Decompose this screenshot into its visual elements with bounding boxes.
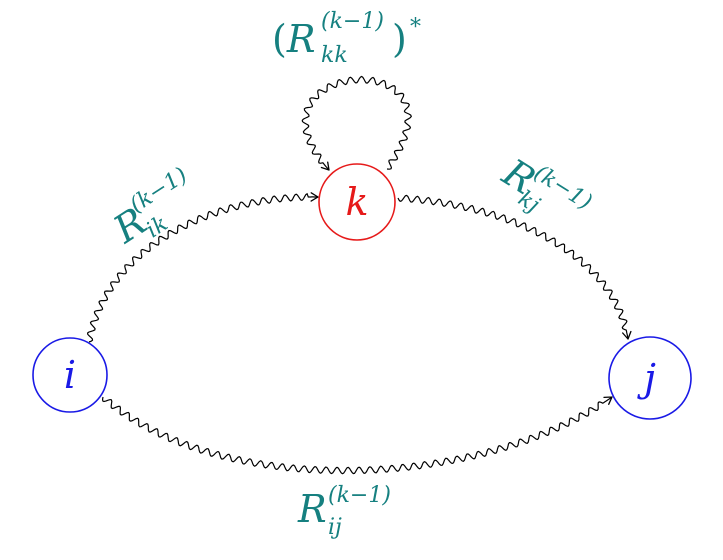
edge-i-to-j <box>101 396 613 475</box>
label-edge-i-to-k: R(k−1)ik <box>103 163 208 258</box>
node-i-circle <box>32 337 108 413</box>
label-edge-k-to-j: R(k−1)kj <box>491 146 596 240</box>
arrowhead-i-to-k <box>310 192 319 202</box>
edge-i-to-k <box>86 192 318 343</box>
node-j: j <box>608 336 692 420</box>
arrowhead-i-to-j <box>603 396 613 405</box>
arrowhead-k-to-j <box>622 330 632 340</box>
label-kj-sup: (k−1) <box>529 161 596 216</box>
label-self-loop-close-paren: ) <box>392 17 407 61</box>
label-ij-base: R <box>297 487 327 531</box>
node-k: k <box>318 163 396 241</box>
node-i-label: i <box>64 353 76 397</box>
node-j-circle <box>608 336 692 420</box>
label-ik-sup: (k−1) <box>126 163 192 218</box>
label-self-loop-open-paren: ( <box>272 17 287 61</box>
label-self-loop-star: * <box>410 15 421 40</box>
edge-k-to-j <box>397 194 629 340</box>
edge-self-loop-k <box>301 75 412 171</box>
label-edge-i-to-j: R(k−1) ij <box>297 483 391 540</box>
arrowhead-self-loop-k <box>320 161 330 171</box>
label-self-loop-k: (R (k−1) kk) * <box>272 9 421 68</box>
label-self-loop-sub: kk <box>321 43 348 68</box>
label-self-loop-sup: (k−1) <box>321 9 384 34</box>
label-ij-sub: ij <box>328 515 342 540</box>
node-k-label: k <box>345 180 368 224</box>
node-k-circle <box>318 163 396 241</box>
label-self-loop-base: R <box>286 17 316 61</box>
node-i: i <box>32 337 108 413</box>
label-ij-sup: (k−1) <box>328 483 391 508</box>
